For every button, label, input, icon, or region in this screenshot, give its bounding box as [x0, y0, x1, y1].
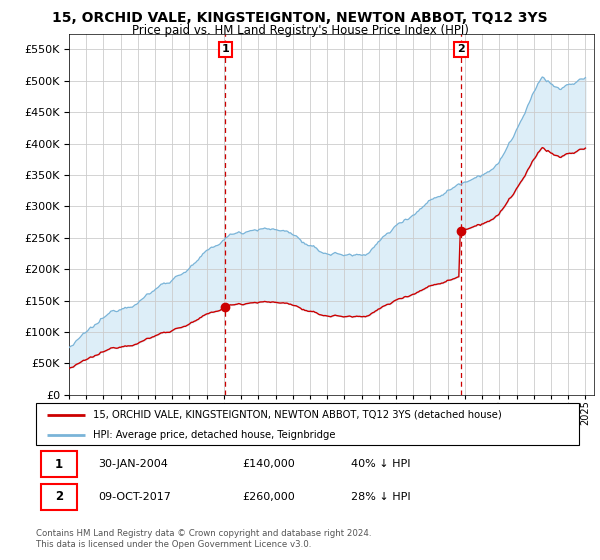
- Text: HPI: Average price, detached house, Teignbridge: HPI: Average price, detached house, Teig…: [93, 430, 335, 440]
- Text: £260,000: £260,000: [242, 492, 295, 502]
- Text: Contains HM Land Registry data © Crown copyright and database right 2024.
This d: Contains HM Land Registry data © Crown c…: [36, 529, 371, 549]
- Text: 30-JAN-2004: 30-JAN-2004: [98, 459, 169, 469]
- Text: 2: 2: [55, 490, 63, 503]
- Text: 1: 1: [55, 458, 63, 471]
- Text: 2: 2: [457, 44, 465, 54]
- Bar: [41, 451, 77, 477]
- Text: 15, ORCHID VALE, KINGSTEIGNTON, NEWTON ABBOT, TQ12 3YS: 15, ORCHID VALE, KINGSTEIGNTON, NEWTON A…: [52, 11, 548, 25]
- Text: 40% ↓ HPI: 40% ↓ HPI: [351, 459, 410, 469]
- Text: 09-OCT-2017: 09-OCT-2017: [98, 492, 172, 502]
- Text: 15, ORCHID VALE, KINGSTEIGNTON, NEWTON ABBOT, TQ12 3YS (detached house): 15, ORCHID VALE, KINGSTEIGNTON, NEWTON A…: [93, 410, 502, 420]
- Bar: [41, 484, 77, 510]
- Text: 1: 1: [221, 44, 229, 54]
- Text: £140,000: £140,000: [242, 459, 295, 469]
- Text: 28% ↓ HPI: 28% ↓ HPI: [351, 492, 410, 502]
- Text: Price paid vs. HM Land Registry's House Price Index (HPI): Price paid vs. HM Land Registry's House …: [131, 24, 469, 36]
